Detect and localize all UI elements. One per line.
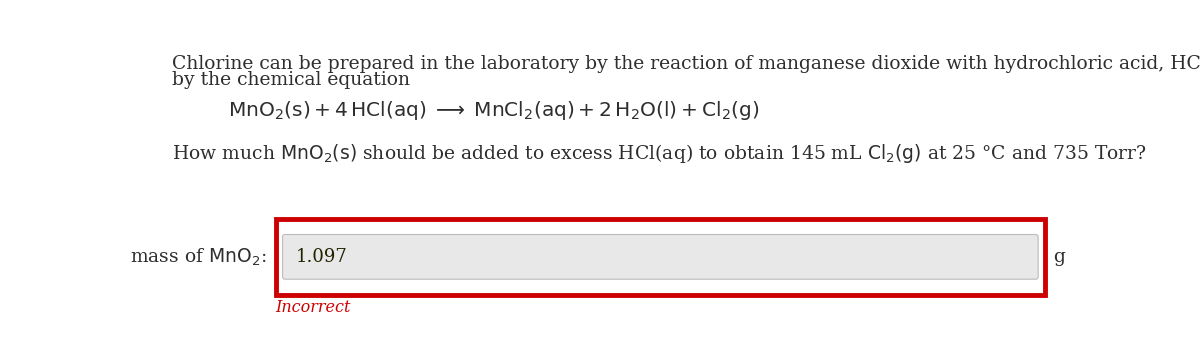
Text: 1.097: 1.097 xyxy=(295,248,348,266)
Text: g: g xyxy=(1052,248,1064,266)
Text: by the chemical equation: by the chemical equation xyxy=(172,71,409,89)
Bar xyxy=(276,219,1045,295)
FancyBboxPatch shape xyxy=(282,234,1038,279)
Text: How much $\mathrm{MnO_2(s)}$ should be added to excess HCl(aq) to obtain 145 mL : How much $\mathrm{MnO_2(s)}$ should be a… xyxy=(172,142,1147,165)
Text: Incorrect: Incorrect xyxy=(276,299,350,316)
Text: mass of $\mathrm{MnO_2}$:: mass of $\mathrm{MnO_2}$: xyxy=(130,246,266,268)
Text: $\mathrm{MnO_2(s) + 4\,HCl(aq)}$$\mathrm{\;\longrightarrow\;}$$\mathrm{MnCl_2(aq: $\mathrm{MnO_2(s) + 4\,HCl(aq)}$$\mathrm… xyxy=(228,99,760,122)
Text: Chlorine can be prepared in the laboratory by the reaction of manganese dioxide : Chlorine can be prepared in the laborato… xyxy=(172,54,1200,73)
